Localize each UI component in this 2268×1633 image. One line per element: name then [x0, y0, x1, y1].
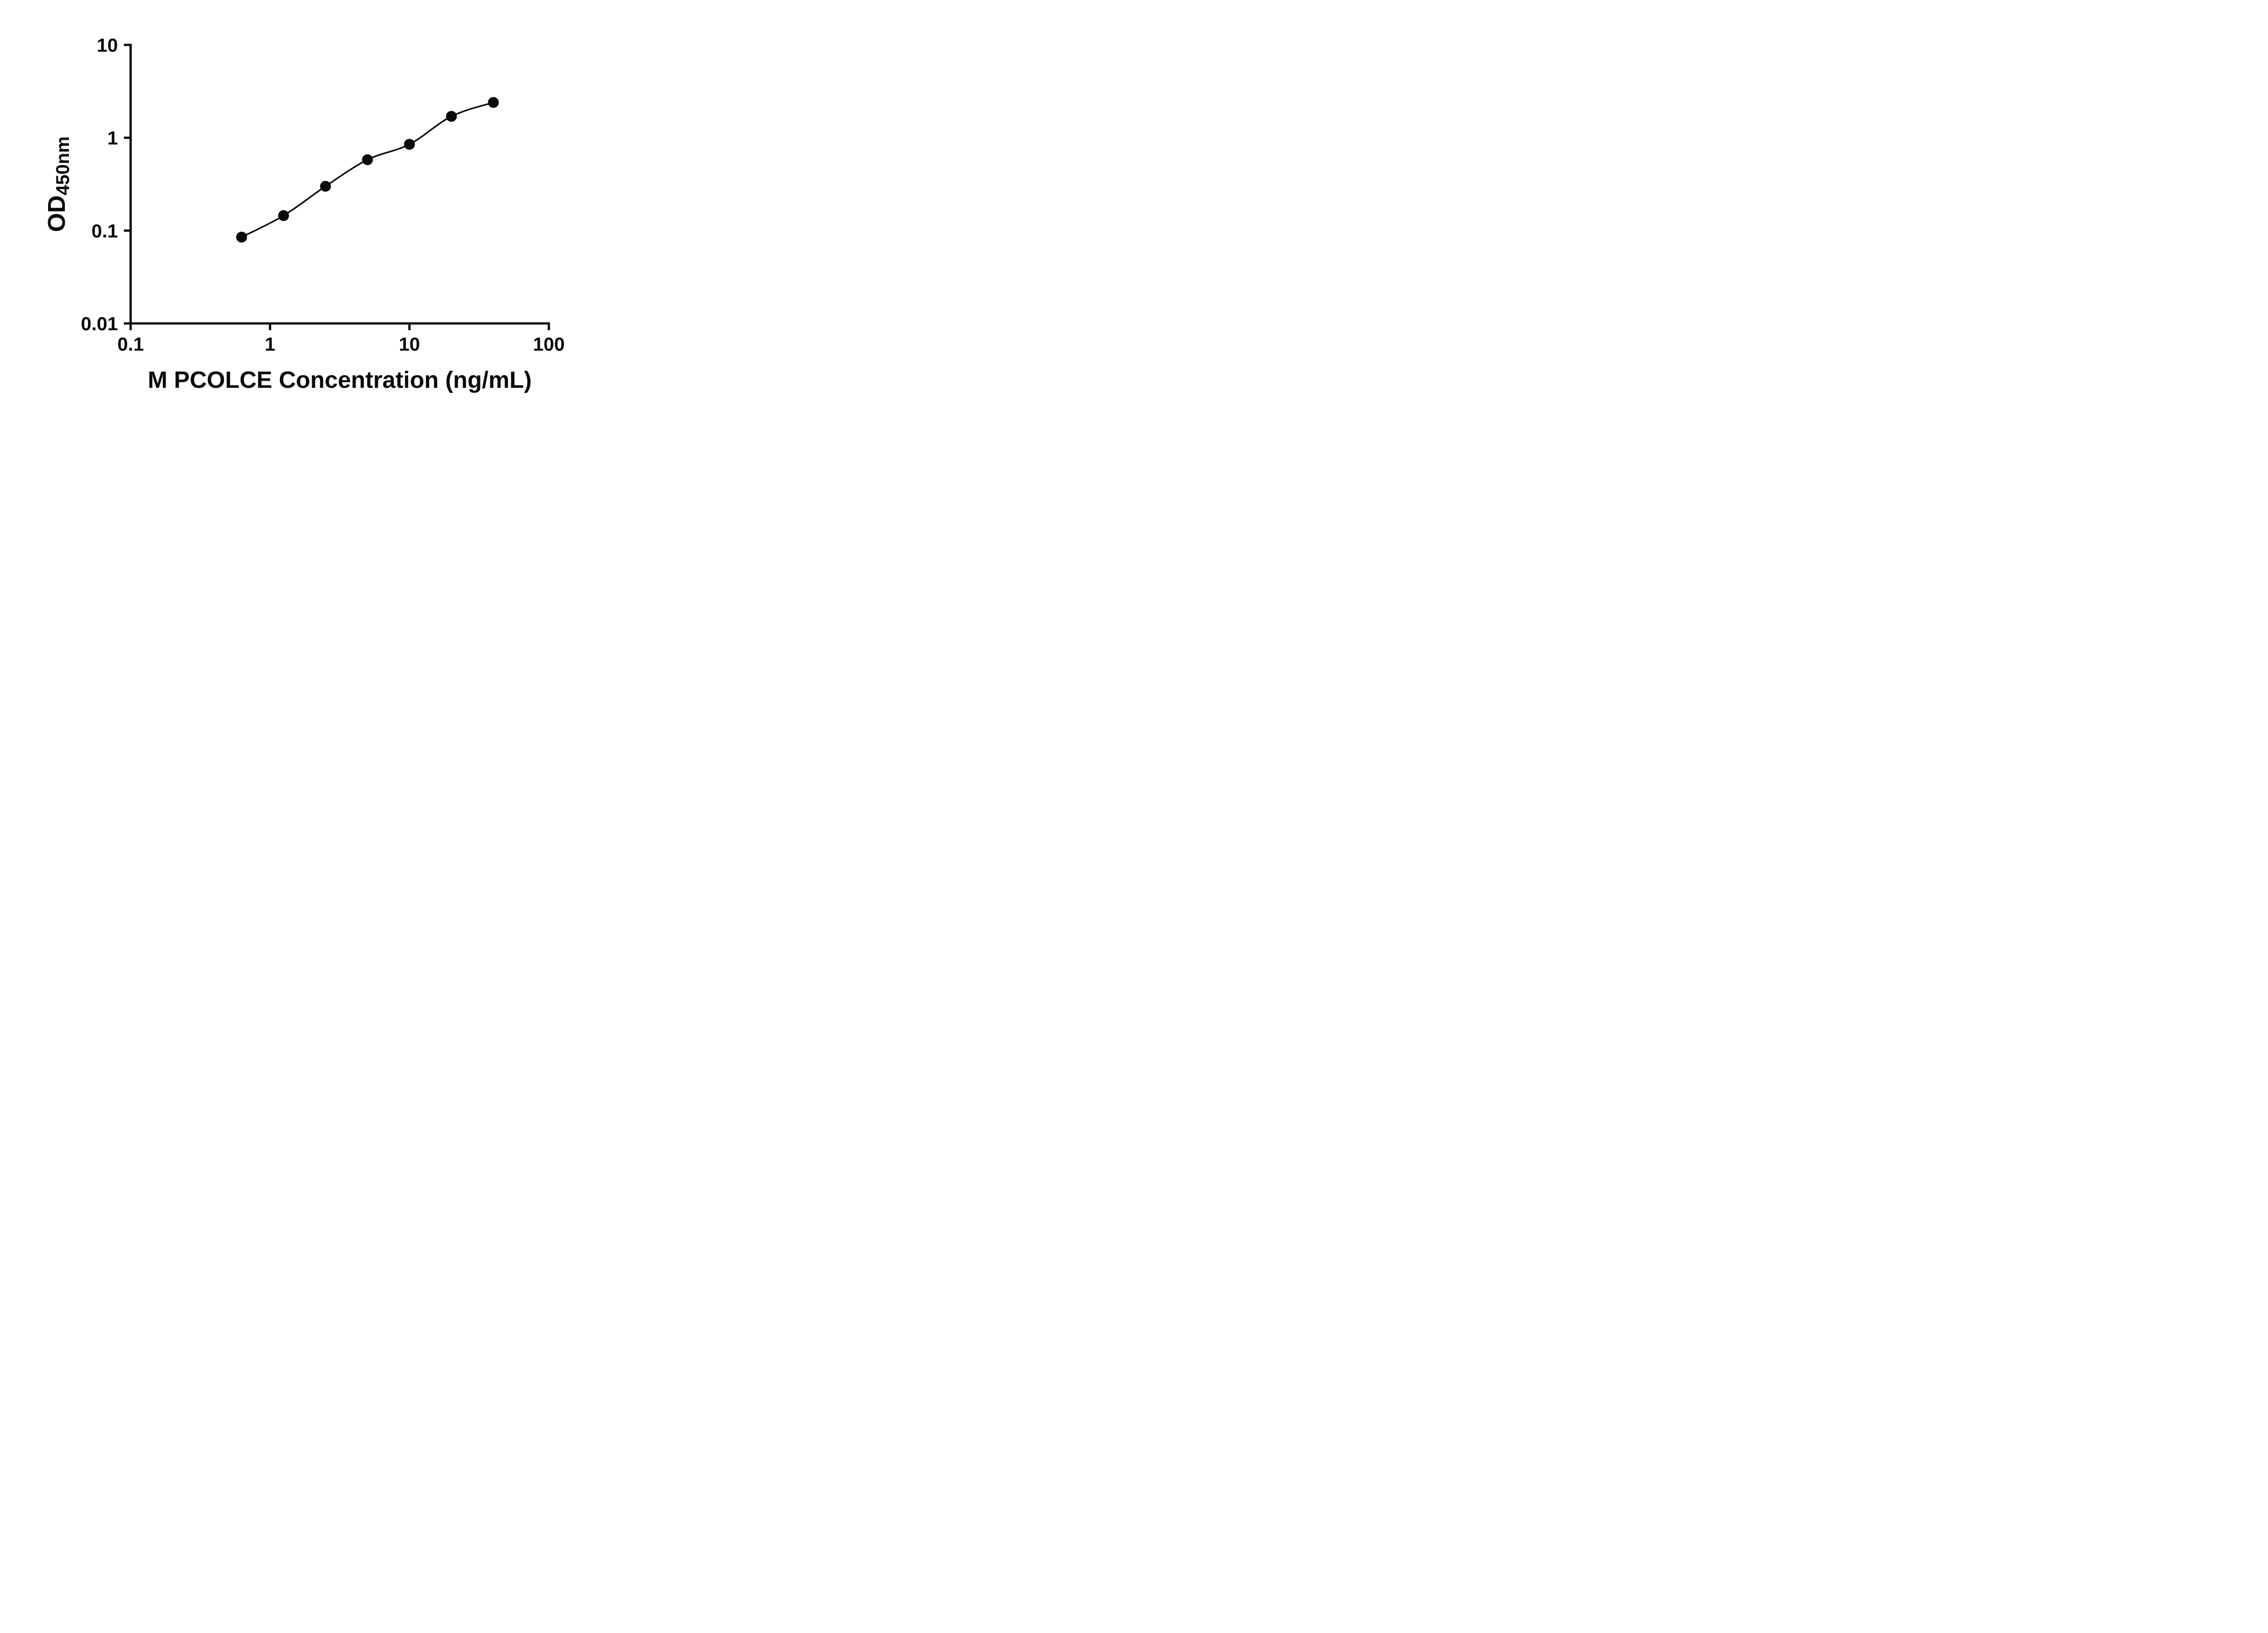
x-tick-label: 100 — [533, 333, 565, 355]
elisa-standard-curve-figure: 0.1 1 10 100 0.01 0.1 1 10 OD450nm M PCOLCE Con… — [18, 7, 601, 416]
y-tick-label: 0.1 — [92, 220, 118, 241]
data-point — [320, 181, 331, 192]
data-point — [236, 231, 247, 243]
y-tick-label: 10 — [97, 34, 118, 56]
y-axis-title-base: OD — [43, 195, 70, 232]
x-tick-label: 0.1 — [117, 333, 144, 355]
x-tick-label: 10 — [399, 333, 420, 355]
data-point — [278, 210, 289, 221]
data-point — [362, 154, 373, 166]
y-tick-label: 1 — [108, 127, 118, 149]
y-tick-label: 0.01 — [81, 313, 118, 334]
data-point — [488, 97, 499, 108]
data-point — [404, 139, 415, 150]
y-axis-title: OD450nm — [43, 137, 73, 232]
y-axis-title-subscript: 450nm — [52, 136, 73, 196]
data-point — [446, 111, 457, 122]
axes — [129, 44, 550, 325]
x-axis-title: M PCOLCE Concentration (ng/mL) — [147, 367, 532, 393]
x-tick-label: 1 — [265, 333, 275, 355]
